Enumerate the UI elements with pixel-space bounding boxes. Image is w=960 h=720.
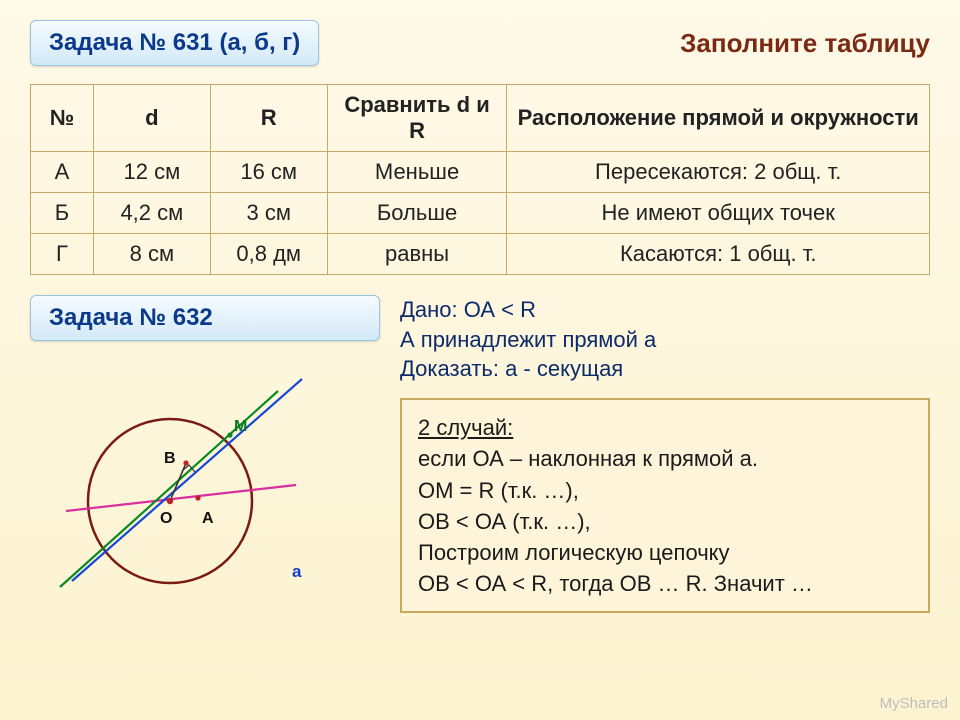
label-A: А [202,510,214,527]
label-a: a [292,562,302,581]
label-B: В [164,450,176,467]
table-row: Г 8 см 0,8 дм равны Касаются: 1 общ. т. [31,234,930,275]
cell: Больше [327,193,507,234]
watermark: MyShared [880,695,948,712]
col-compare: Сравнить d и R [327,85,507,152]
geometry-diagram: О А В М a [30,351,330,611]
proof-line: если ОА – наклонная к прямой а. [418,443,912,474]
given-line: А принадлежит прямой а [400,325,930,355]
cell: Г [31,234,94,275]
cell: Пересекаются: 2 общ. т. [507,152,930,193]
table-header-row: № d R Сравнить d и R Расположение прямой… [31,85,930,152]
point-A [195,495,200,500]
label-M: М [234,418,247,435]
task-632-badge: Задача № 632 [30,295,380,341]
cell: А [31,152,94,193]
proof-box: 2 случай: если ОА – наклонная к прямой а… [400,398,930,613]
proof-line: ОМ = R (т.к. …), [418,475,912,506]
proof-line: Построим логическую цепочку [418,537,912,568]
table-row: А 12 см 16 см Меньше Пересекаются: 2 общ… [31,152,930,193]
proof-title: 2 случай: [418,415,513,440]
line-blue [72,379,302,581]
cell: 16 см [210,152,327,193]
given-line: Доказать: а - секущая [400,354,930,384]
point-M [227,432,232,437]
cell: Не имеют общих точек [507,193,930,234]
line-pink [66,485,296,511]
cell: 4,2 см [93,193,210,234]
col-layout: Расположение прямой и окружности [507,85,930,152]
diagram-svg: О А В М a [30,351,330,611]
proof-line: ОВ < ОА (т.к. …), [418,506,912,537]
given-line: Дано: ОА < R [400,295,930,325]
table-row: Б 4,2 см 3 см Больше Не имеют общих точе… [31,193,930,234]
fill-table-title: Заполните таблицу [680,28,930,59]
col-d: d [93,85,210,152]
cell: Б [31,193,94,234]
cell: Касаются: 1 общ. т. [507,234,930,275]
col-R: R [210,85,327,152]
label-O: О [160,510,172,527]
col-num: № [31,85,94,152]
cell: 3 см [210,193,327,234]
given-block: Дано: ОА < R А принадлежит прямой а Дока… [400,295,930,384]
cell: 0,8 дм [210,234,327,275]
cell: равны [327,234,507,275]
center-dot [167,498,173,504]
cell: 8 см [93,234,210,275]
proof-line: ОВ < ОА < R, тогда ОВ … R. Значит … [418,568,912,599]
cell: Меньше [327,152,507,193]
comparison-table: № d R Сравнить d и R Расположение прямой… [30,84,930,275]
cell: 12 см [93,152,210,193]
point-B [183,460,188,465]
task-631-badge: Задача № 631 (а, б, г) [30,20,319,66]
